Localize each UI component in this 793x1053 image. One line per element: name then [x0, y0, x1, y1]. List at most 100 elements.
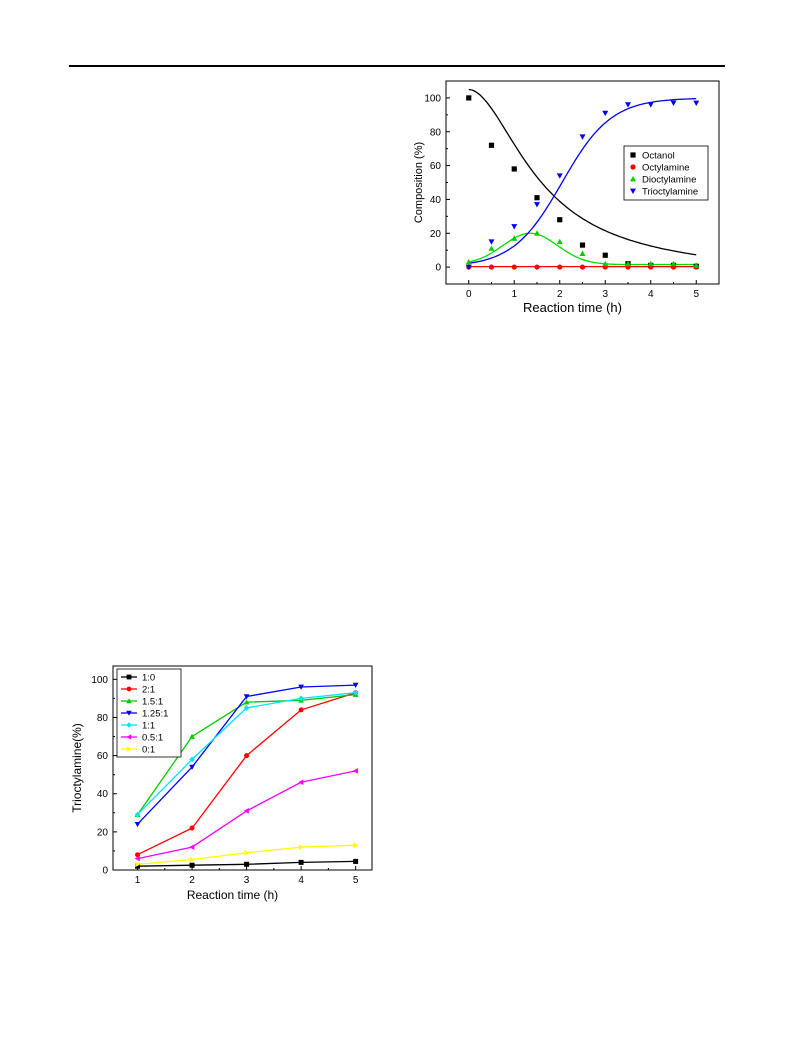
- x-tick-label: 3: [602, 289, 608, 300]
- point-trioctylamine: [465, 264, 472, 271]
- y-tick-label: 20: [97, 827, 109, 838]
- point-octylamine: [488, 264, 495, 270]
- point-trioctylamine: [488, 239, 495, 245]
- x-tick-label: 1: [135, 875, 141, 886]
- point-series-1-0: [244, 861, 250, 867]
- y-tick-label: 40: [97, 789, 109, 800]
- point-series-1-25-1: [352, 682, 359, 688]
- point-octylamine: [511, 264, 517, 270]
- series-line-0-5-1: [137, 770, 356, 860]
- point-dioctylamine: [647, 260, 654, 267]
- point-series-0-5-1: [189, 844, 195, 850]
- legend-label-0-1: 0:1: [142, 745, 155, 756]
- point-series-1-1: [352, 689, 359, 696]
- point-dioctylamine: [579, 250, 586, 256]
- point-series-2-1: [298, 707, 304, 713]
- point-dioctylamine: [556, 238, 563, 245]
- x-tick-label: 1: [511, 289, 517, 300]
- legend-marker-1-1: [126, 722, 132, 728]
- point-series-0-1: [189, 856, 195, 863]
- x-tick-label: 5: [353, 875, 359, 886]
- trioctylamine-ratio-chart-svg: 1 2 3 4 5 0 20 40 60 80 100 Reaction time (h) Trioct…: [70, 665, 373, 902]
- point-series-0-1: [135, 861, 141, 868]
- point-trioctylamine: [534, 202, 540, 208]
- x-tick-label: 2: [557, 289, 563, 300]
- point-series-1-1: [189, 756, 195, 763]
- point-dioctylamine: [534, 230, 540, 236]
- legend-label-1-0: 1:0: [142, 673, 155, 684]
- point-octanol: [488, 142, 495, 148]
- legend-label-1-5-1: 1.5:1: [142, 697, 163, 708]
- point-series-0-1: [298, 844, 304, 850]
- point-series-1-1: [243, 705, 250, 711]
- y-tick-label: 60: [430, 161, 442, 172]
- y-tick-label: 0: [102, 866, 108, 877]
- x-axis-label: Reaction time (h): [187, 888, 278, 902]
- point-series-1-0: [298, 859, 304, 865]
- point-series-0-5-1: [134, 855, 140, 862]
- legend-marker-octylamine: [630, 164, 636, 170]
- point-series-1-25-1: [189, 764, 195, 770]
- legend-marker-1-0: [126, 674, 132, 680]
- point-octanol: [602, 252, 608, 258]
- fit-curve-dioctylamine: [468, 232, 697, 266]
- legend-label-2-1: 2:1: [142, 685, 155, 696]
- legend-label-1-1: 1:1: [142, 721, 155, 732]
- plot-frame: [112, 665, 373, 871]
- point-dioctylamine: [625, 260, 631, 267]
- point-series-2-1: [135, 852, 141, 858]
- page-header-rule: [69, 65, 725, 67]
- point-trioctylamine: [647, 102, 654, 108]
- point-series-2-1: [189, 825, 195, 831]
- point-dioctylamine: [602, 260, 609, 267]
- legend-label-dioctylamine: Dioctylamine: [642, 175, 696, 186]
- legend-box: [623, 145, 709, 201]
- point-series-1-25-1: [243, 694, 250, 700]
- y-tick-label: 100: [424, 93, 441, 104]
- point-series-0-5-1: [352, 767, 358, 774]
- point-series-1-5-1: [189, 733, 195, 739]
- point-trioctylamine: [625, 102, 631, 108]
- point-series-0-5-1: [298, 779, 304, 786]
- point-trioctylamine: [670, 100, 677, 106]
- x-tick-label: 4: [298, 875, 304, 886]
- point-octanol: [534, 195, 540, 201]
- point-series-1-0: [353, 858, 359, 864]
- point-octylamine: [557, 264, 563, 270]
- point-dioctylamine: [488, 245, 495, 251]
- point-octanol: [557, 217, 563, 223]
- point-series-1-0: [189, 862, 195, 868]
- point-series-0-5-1: [243, 808, 249, 814]
- point-series-0-1: [353, 842, 359, 849]
- point-dioctylamine: [670, 260, 677, 267]
- legend-label-0-5-1: 0.5:1: [142, 733, 163, 744]
- point-trioctylamine: [602, 110, 609, 117]
- point-series-1-25-1: [298, 684, 304, 690]
- x-axis-label: Reaction time (h): [523, 300, 622, 315]
- point-octanol: [466, 95, 472, 101]
- legend-marker-0-5-1: [126, 734, 132, 740]
- y-tick-label: 40: [430, 195, 442, 206]
- point-octanol: [511, 166, 517, 172]
- y-axis-label: Trioctylamine(%): [70, 723, 84, 813]
- point-trioctylamine: [579, 134, 586, 140]
- trioctylamine-ratio-chart: 1 2 3 4 5 0 20 40 60 80 100 Reaction time (h) Trioct…: [63, 660, 376, 904]
- point-dioctylamine: [511, 235, 518, 241]
- point-trioctylamine: [693, 100, 700, 106]
- composition-chart-svg: 0 1 2 3 4 5 0 20 40 60 80 100 Reaction time (h) Compo…: [413, 80, 720, 315]
- legend-marker-octanol: [630, 152, 636, 158]
- y-tick-label: 100: [91, 675, 108, 686]
- point-trioctylamine: [511, 224, 518, 230]
- x-tick-label: 3: [244, 875, 250, 886]
- y-tick-label: 80: [97, 713, 109, 724]
- x-tick-label: 2: [189, 875, 195, 886]
- legend-marker-1-25-1: [126, 710, 132, 716]
- legend-label-octanol: Octanol: [642, 151, 675, 162]
- point-octylamine: [534, 264, 540, 270]
- point-series-2-1: [244, 753, 250, 759]
- point-series-1-1: [134, 811, 141, 818]
- legend-marker-trioctylamine: [630, 188, 636, 194]
- point-dioctylamine: [693, 262, 700, 268]
- composition-chart: 0 1 2 3 4 5 0 20 40 60 80 100 Reaction time (h) Compo…: [400, 74, 727, 322]
- y-tick-label: 60: [97, 751, 109, 762]
